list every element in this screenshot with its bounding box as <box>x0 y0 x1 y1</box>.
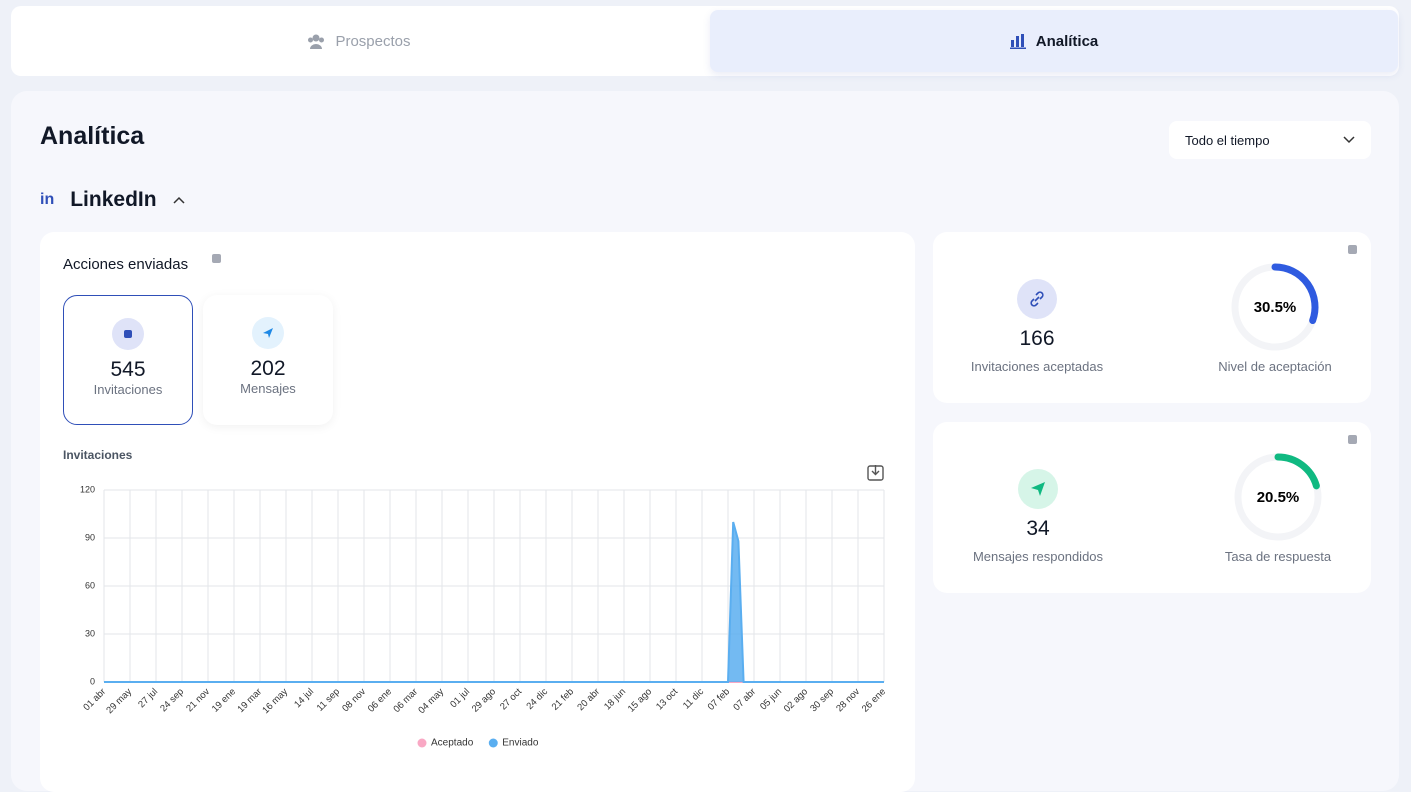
x-tick-label: 29 ago <box>470 686 498 714</box>
x-tick-label: 21 nov <box>184 686 212 714</box>
section-title: LinkedIn <box>70 188 157 211</box>
download-icon[interactable] <box>867 465 884 481</box>
chart-icon <box>1009 34 1026 49</box>
kpi-icon <box>1017 279 1057 319</box>
tab-label: Prospectos <box>335 32 411 50</box>
x-tick-label: 28 nov <box>834 686 862 714</box>
people-icon <box>308 34 325 49</box>
kpi-value: 166 <box>1019 327 1055 350</box>
stat-label: Invitaciones <box>93 382 163 397</box>
section-header[interactable]: in LinkedIn <box>40 188 185 212</box>
x-tick-label: 20 abr <box>575 686 602 713</box>
x-tick-label: 08 nov <box>340 686 368 714</box>
gauge-label: Nivel de aceptación <box>1218 359 1332 374</box>
period-value: Todo el tiempo <box>1185 132 1270 148</box>
kpi-card <box>933 232 1371 403</box>
y-tick-label: 0 <box>90 676 95 686</box>
tab-bar: Prospectos Analítica <box>11 6 1399 76</box>
info-icon[interactable] <box>1348 245 1357 254</box>
gauge-arc <box>1274 453 1320 490</box>
x-tick-label: 16 may <box>260 686 290 716</box>
stat-icon <box>112 318 144 350</box>
y-tick-label: 60 <box>85 580 95 590</box>
x-tick-label: 04 may <box>416 686 446 716</box>
x-tick-label: 01 jul <box>448 686 472 710</box>
legend-label: Enviado <box>502 738 539 749</box>
legend-label: Aceptado <box>431 738 474 749</box>
legend-marker <box>417 738 427 748</box>
x-tick-label: 21 feb <box>550 686 576 712</box>
x-tick-label: 24 dic <box>524 686 550 712</box>
x-tick-label: 11 dic <box>681 686 706 711</box>
gauge-arc <box>1271 263 1319 325</box>
kpi-icon <box>1018 469 1058 509</box>
page: Analítica {"tabs": [{"label": "Prospecto… <box>11 6 1399 792</box>
gauge-value: 20.5% <box>1257 489 1300 506</box>
page-title: Analítica <box>40 122 145 150</box>
y-tick-label: 90 <box>85 532 95 542</box>
kpi-label: Invitaciones aceptadas <box>970 359 1104 374</box>
x-tick-label: 14 jul <box>292 686 316 710</box>
period-select[interactable]: Todo el tiempo <box>1169 121 1371 159</box>
x-tick-label: 29 may <box>104 686 134 716</box>
x-tick-label: 30 sep <box>808 686 836 714</box>
y-tick-label: 120 <box>80 484 95 494</box>
tab-label: Analítica <box>1035 32 1099 50</box>
x-tick-label: 07 abr <box>731 686 758 713</box>
x-tick-label: 06 mar <box>391 686 420 715</box>
gauge-value: 30.5% <box>1254 299 1297 316</box>
x-tick-label: 13 oct <box>654 686 680 712</box>
x-tick-label: 27 oct <box>498 686 524 712</box>
x-tick-label: 19 ene <box>210 686 238 714</box>
analytics-page: Prospectos Analítica Analítica Todo el t… <box>11 6 1399 792</box>
x-tick-label: 02 ago <box>782 686 810 714</box>
x-tick-label: 24 sep <box>158 686 186 714</box>
stat-value: 202 <box>250 357 286 380</box>
collapse-icon <box>173 196 185 204</box>
info-icon[interactable] <box>212 254 221 263</box>
legend-marker <box>488 738 498 748</box>
x-tick-label: 19 mar <box>235 686 264 715</box>
stat-card[interactable]: 545 Invitaciones <box>63 295 193 425</box>
x-tick-label: 27 jul <box>136 686 160 710</box>
stat-card[interactable]: 202 Mensajes <box>203 295 333 425</box>
tab[interactable]: Prospectos <box>15 10 703 72</box>
x-tick-label: 18 jun <box>602 686 628 712</box>
stat-label: Mensajes <box>240 381 296 396</box>
line <box>104 521 884 683</box>
gauge: 20.5% <box>1234 453 1322 541</box>
tab[interactable]: Analítica <box>710 10 1398 72</box>
kpi-label: Mensajes respondidos <box>972 549 1104 564</box>
x-tick-label: 15 ago <box>626 686 654 714</box>
card-title: Acciones enviadas <box>63 256 189 273</box>
gauge: 30.5% <box>1231 263 1319 351</box>
stat-value: 545 <box>110 358 146 381</box>
chevron <box>1343 136 1355 144</box>
x-tick-label: 26 ene <box>860 686 888 714</box>
x-tick-label: 07 feb <box>706 686 732 712</box>
y-tick-label: 30 <box>85 628 95 638</box>
x-tick-label: 11 sep <box>315 686 342 713</box>
linkedin-icon: in <box>40 191 55 208</box>
x-tick-label: 06 ene <box>366 686 394 714</box>
info-icon[interactable] <box>1348 435 1357 444</box>
x-tick-label: 05 jun <box>758 686 784 712</box>
kpi-value: 34 <box>1026 517 1050 540</box>
kpi-card <box>933 422 1371 593</box>
gauge-label: Tasa de respuesta <box>1224 549 1332 564</box>
chart-title: Invitaciones <box>63 448 133 462</box>
stat-icon <box>252 317 284 349</box>
